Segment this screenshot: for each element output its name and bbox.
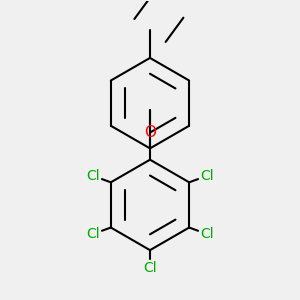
Text: Cl: Cl — [143, 261, 157, 275]
Text: Cl: Cl — [200, 169, 214, 183]
Text: Cl: Cl — [200, 227, 214, 241]
Text: O: O — [144, 125, 156, 140]
Text: Cl: Cl — [86, 227, 100, 241]
Text: Cl: Cl — [86, 169, 100, 183]
